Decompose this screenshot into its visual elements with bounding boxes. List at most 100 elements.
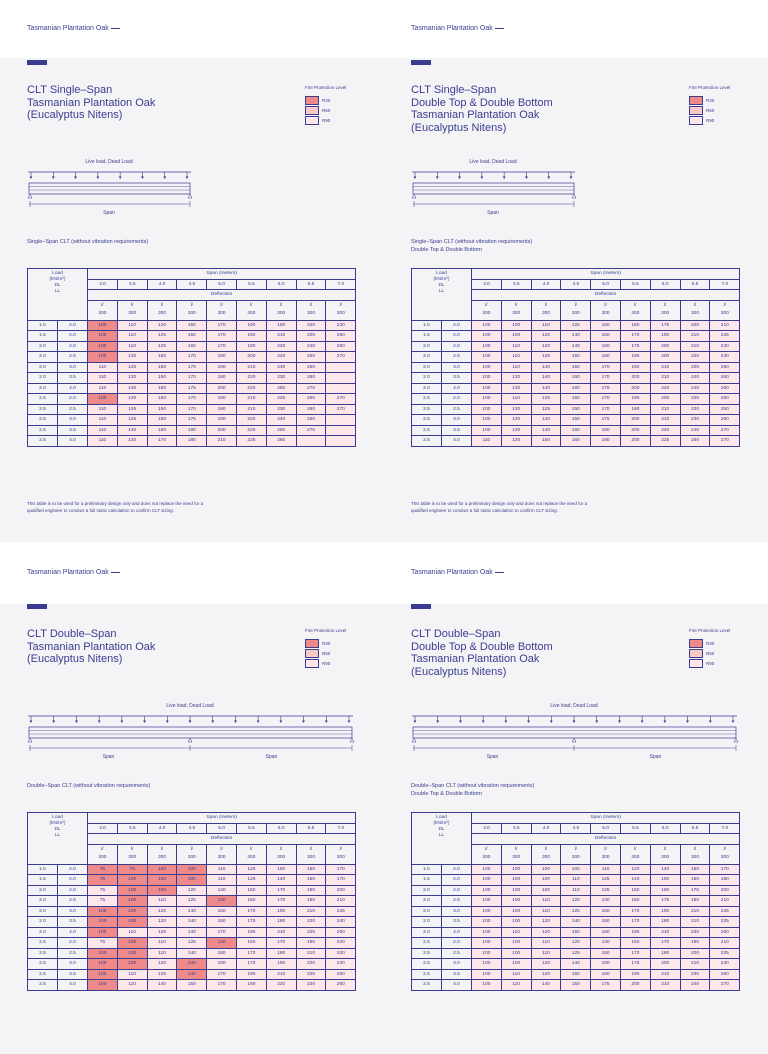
deflection-ratio: l/300 — [176, 843, 208, 865]
thickness-cell: 125 — [146, 926, 178, 938]
live-load-value: 2.0 — [56, 319, 89, 331]
thickness-cell: 175 — [620, 958, 651, 970]
thickness-cell: 100 — [87, 947, 118, 959]
thickness-cell: 270 — [709, 979, 741, 991]
brand-label: Tasmanian Plantation Oak — [411, 25, 504, 32]
thickness-cell: 140 — [590, 895, 621, 907]
table-row: 2.0 4.0 100 110 120 150 160 190 210 230 260 — [411, 926, 741, 938]
brand-label: Tasmanian Plantation Oak — [27, 569, 120, 576]
thickness-cell: 260 — [709, 372, 741, 384]
thickness-cell: 100 — [471, 947, 502, 959]
brand-text: Tasmanian Plantation Oak — [411, 25, 493, 32]
thickness-cell: 200 — [206, 382, 237, 394]
fire-level-swatch — [689, 115, 703, 125]
deflection-bottom: 300 — [158, 311, 167, 316]
thickness-cell: 150 — [265, 863, 297, 875]
thickness-cell: 120 — [500, 382, 532, 394]
thickness-cell: 160 — [206, 958, 237, 970]
thickness-cell: 110 — [530, 905, 562, 917]
dead-load-value: 2.0 — [411, 340, 442, 352]
deflection-bottom: 300 — [217, 311, 226, 316]
thickness-cell: 260 — [709, 414, 741, 426]
deflection-ratio: l/300 — [116, 299, 148, 321]
thickness-cell: 270 — [295, 382, 327, 394]
live-load-value: 3.0 — [56, 958, 89, 970]
thickness-cell: 200 — [649, 393, 681, 405]
fire-level-swatch — [305, 105, 319, 115]
thickness-cell: 190 — [206, 361, 237, 373]
thickness-cell: 175 — [236, 916, 267, 928]
live-load-value: 3.5 — [440, 968, 473, 980]
thickness-cell: 160 — [620, 895, 651, 907]
thickness-cell: 100 — [530, 884, 562, 896]
thickness-cell: 100 — [471, 424, 502, 436]
span-value: 4.5 — [176, 278, 208, 290]
load-arrowhead — [435, 176, 439, 179]
fire-level-label: R90 — [706, 660, 715, 666]
deflection-top: l/ — [309, 303, 313, 308]
span-value: 4.5 — [176, 822, 208, 834]
thickness-cell: 220 — [649, 382, 681, 394]
brand-underline — [110, 27, 120, 29]
deflection-ratio: l/300 — [295, 299, 327, 321]
thickness-cell: 100 — [146, 874, 178, 886]
fire-level-swatch — [689, 638, 703, 648]
deflection-ratio: l/300 — [649, 299, 681, 321]
thickness-cell: 190 — [620, 403, 651, 415]
thickness-cell: 125 — [146, 330, 178, 342]
thickness-cell: 140 — [265, 874, 297, 886]
deflection-top: l/ — [544, 303, 548, 308]
thickness-cell: 250 — [265, 382, 297, 394]
dead-load-value: 2.5 — [411, 937, 442, 949]
span-label: Span — [487, 210, 499, 216]
thickness-cell: 150 — [206, 905, 237, 917]
thickness-cell: 140 — [206, 884, 237, 896]
thickness-cell: 170 — [590, 403, 621, 415]
thickness-cell: 200 — [679, 947, 711, 959]
thickness-cell: 100 — [87, 968, 118, 980]
thickness-cell: 190 — [649, 330, 681, 342]
thickness-cell: 110 — [530, 937, 562, 949]
deflection-ratio-row: l/300 l/300 l/300 l/300 l/300 l/300 l/300 l/300… — [28, 843, 357, 865]
table-row: 2.0 4.0 100 120 140 160 175 200 220 240 260 — [411, 382, 741, 394]
thickness-cell: 100 — [500, 319, 532, 331]
thickness-cell: 150 — [620, 884, 651, 896]
table-row: 2.5 4.0 100 110 140 150 170 190 220 230 260 — [27, 979, 357, 991]
span-table: Load (kN/m²) DL LL Span (meters) 3.0 3.5 4.0… — [26, 268, 357, 447]
thickness-cell: 120 — [176, 884, 208, 896]
disclaimer-note: This table is to be used for a prelimina… — [411, 501, 588, 513]
live-load-value: 2.0 — [56, 884, 89, 896]
thickness-cell: 150 — [590, 319, 621, 331]
thickness-cell: 125 — [530, 351, 562, 363]
support-icon — [571, 737, 577, 743]
thickness-cell: 110 — [500, 393, 532, 405]
thickness-cell — [325, 382, 357, 394]
table-row: 2.0 3.0 100 110 140 150 170 190 210 225 250 — [411, 361, 741, 373]
thickness-cell: 210 — [325, 895, 357, 907]
thickness-cell: 150 — [590, 330, 621, 342]
fire-level-label: R30 — [706, 97, 715, 103]
thickness-cell: 100 — [560, 863, 592, 875]
thickness-cell: 190 — [679, 937, 711, 949]
deflection-top: l/ — [485, 303, 488, 308]
thickness-cell: 160 — [206, 947, 237, 959]
table-row: 1.5 2.0 100 100 120 140 150 170 190 210 225 — [411, 330, 741, 342]
thickness-cell: 230 — [265, 372, 297, 384]
panel-1: Tasmanian Plantation Oak CLT Single–Span … — [0, 0, 384, 513]
dead-load-value: 1.5 — [27, 874, 58, 886]
fire-protection-label: Fire Protection Level — [305, 85, 347, 90]
page-title: CLT Single–Span Double Top & Double Bott… — [411, 84, 553, 134]
thickness-cell: 140 — [176, 947, 208, 959]
deflection-ratio: l/300 — [471, 843, 502, 865]
thickness-cell: 140 — [649, 863, 681, 875]
thickness-cell: 160 — [620, 319, 651, 331]
thickness-cell: 250 — [325, 330, 357, 342]
table-row: 2.5 2.0 100 110 125 150 170 190 200 225 250 — [411, 393, 741, 405]
thickness-cell: 225 — [709, 330, 741, 342]
live-load-value: 3.0 — [440, 414, 473, 426]
thickness-cell: 140 — [116, 435, 148, 447]
dead-load-value: 2.0 — [411, 351, 442, 363]
thickness-cell: 150 — [560, 361, 592, 373]
thickness-cell: 190 — [620, 351, 651, 363]
dead-load-value: 2.0 — [27, 916, 58, 928]
